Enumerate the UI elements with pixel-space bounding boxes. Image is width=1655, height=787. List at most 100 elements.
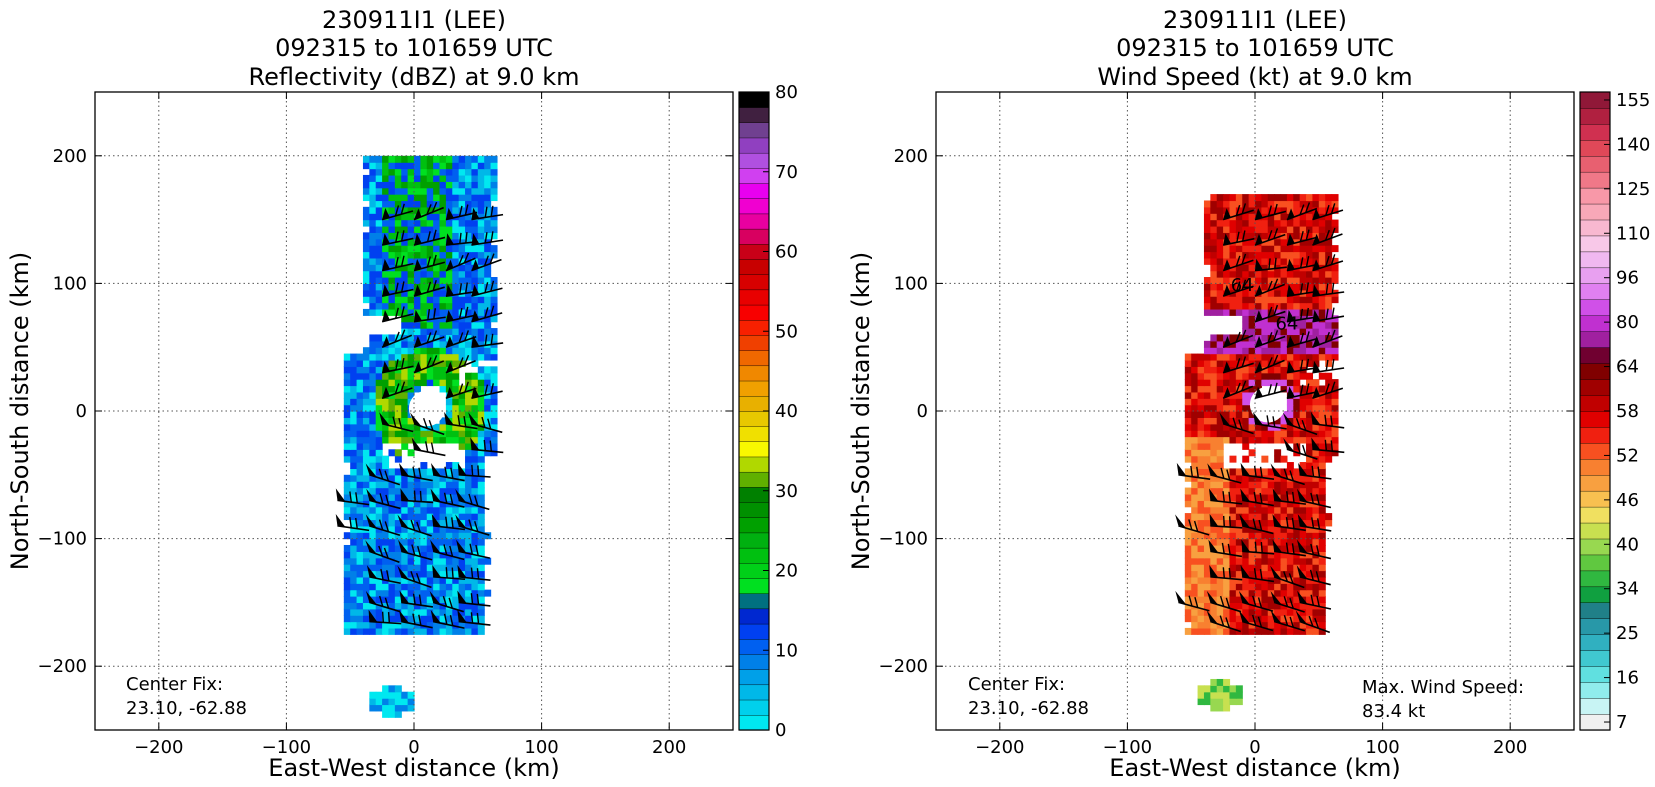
field-cell (350, 481, 358, 489)
field-cell (1223, 423, 1231, 431)
colorbar-swatch (738, 547, 770, 564)
field-cell (375, 155, 383, 163)
field-cell (414, 385, 421, 393)
field-cell (1267, 430, 1275, 438)
field-cell (445, 353, 453, 361)
field-cell (1306, 576, 1314, 584)
field-cell (382, 704, 390, 712)
field-cell (375, 430, 383, 438)
field-cell (414, 500, 421, 508)
field-cell (362, 506, 370, 514)
field-cell (439, 155, 447, 163)
field-cell (407, 277, 415, 284)
wind-barb-feather (463, 354, 470, 366)
field-cell (1267, 500, 1275, 508)
field-cell (1191, 596, 1199, 603)
x-tick-label: 200 (1493, 737, 1527, 758)
field-cell (452, 359, 460, 367)
field-cell (369, 200, 377, 208)
field-cell (490, 187, 498, 195)
colorbar-swatch (738, 638, 770, 655)
field-cell (1184, 557, 1192, 565)
wind-barb-feather (469, 543, 474, 555)
wind-barb-feather (474, 495, 479, 507)
field-cell (458, 251, 466, 259)
y-tick-label: −200 (879, 656, 928, 677)
wind-barb-feather (400, 281, 405, 293)
wind-barb-flag (445, 207, 454, 220)
field-cell (356, 564, 364, 572)
field-cell (1229, 525, 1237, 533)
field-cell (1318, 398, 1326, 406)
field-cell (1293, 353, 1301, 361)
field-cell (407, 251, 415, 259)
field-cell (426, 347, 434, 355)
field-cell (1184, 366, 1192, 374)
field-cell (1325, 321, 1333, 329)
field-cell (477, 506, 485, 514)
wind-barb-feather (444, 466, 448, 478)
field-cell (452, 289, 460, 297)
field-cell (445, 430, 453, 438)
field-cell (1293, 544, 1301, 552)
field-cell (375, 615, 383, 623)
field-cell (1261, 321, 1269, 329)
field-cell (375, 436, 383, 444)
field-cell (1229, 698, 1237, 706)
field-cell (362, 570, 370, 578)
field-cell (1274, 538, 1282, 546)
field-cell (394, 493, 402, 501)
field-cell (356, 602, 364, 610)
field-cell (426, 200, 434, 208)
field-cell (1235, 474, 1243, 482)
field-cell (414, 251, 421, 259)
field-cell (375, 608, 383, 616)
field-cell (375, 589, 383, 597)
field-cell (375, 519, 383, 527)
field-cell (490, 206, 498, 214)
wind-barb-feather (1305, 383, 1310, 395)
wind-barb-feather (1241, 203, 1247, 214)
field-cell (1280, 532, 1288, 540)
field-cell (394, 430, 402, 438)
field-cell (350, 379, 358, 387)
field-cell (394, 219, 402, 227)
field-cell (382, 372, 390, 380)
wind-barb-flag (430, 539, 441, 554)
field-cell (407, 155, 415, 163)
field-cell (477, 270, 485, 278)
field-cell (1267, 615, 1275, 623)
field-cell (1229, 411, 1237, 418)
field-cell (1235, 347, 1243, 355)
field-cell (407, 564, 415, 572)
field-cell (350, 519, 358, 527)
field-cell (433, 532, 441, 540)
wind-barb-feather (431, 201, 438, 213)
wind-barb-feather (349, 491, 353, 503)
field-cell (1229, 468, 1237, 476)
field-cell (1235, 576, 1243, 584)
wind-barb-feather (445, 516, 448, 528)
field-cell (439, 257, 447, 265)
field-cell (1248, 219, 1256, 227)
field-cell (1248, 321, 1256, 329)
field-cell (426, 519, 434, 527)
field-cell (1293, 232, 1301, 240)
field-cell (426, 525, 434, 533)
field-cell (356, 519, 364, 527)
colorbar-swatch (1579, 203, 1611, 221)
field-cell (433, 481, 441, 489)
field-cell (445, 245, 453, 253)
field-cell (1255, 423, 1262, 431)
field-cell (343, 372, 351, 380)
field-cell (1191, 583, 1199, 591)
wind-barb-flag (1286, 284, 1295, 297)
field-cell (1267, 366, 1275, 374)
field-cell (1312, 404, 1320, 412)
colorbar-swatch (1579, 251, 1611, 269)
field-cell (1191, 589, 1199, 597)
field-cell (1318, 557, 1326, 565)
field-cell (471, 462, 479, 470)
field-cell (465, 372, 473, 380)
field-cell (1331, 404, 1339, 412)
